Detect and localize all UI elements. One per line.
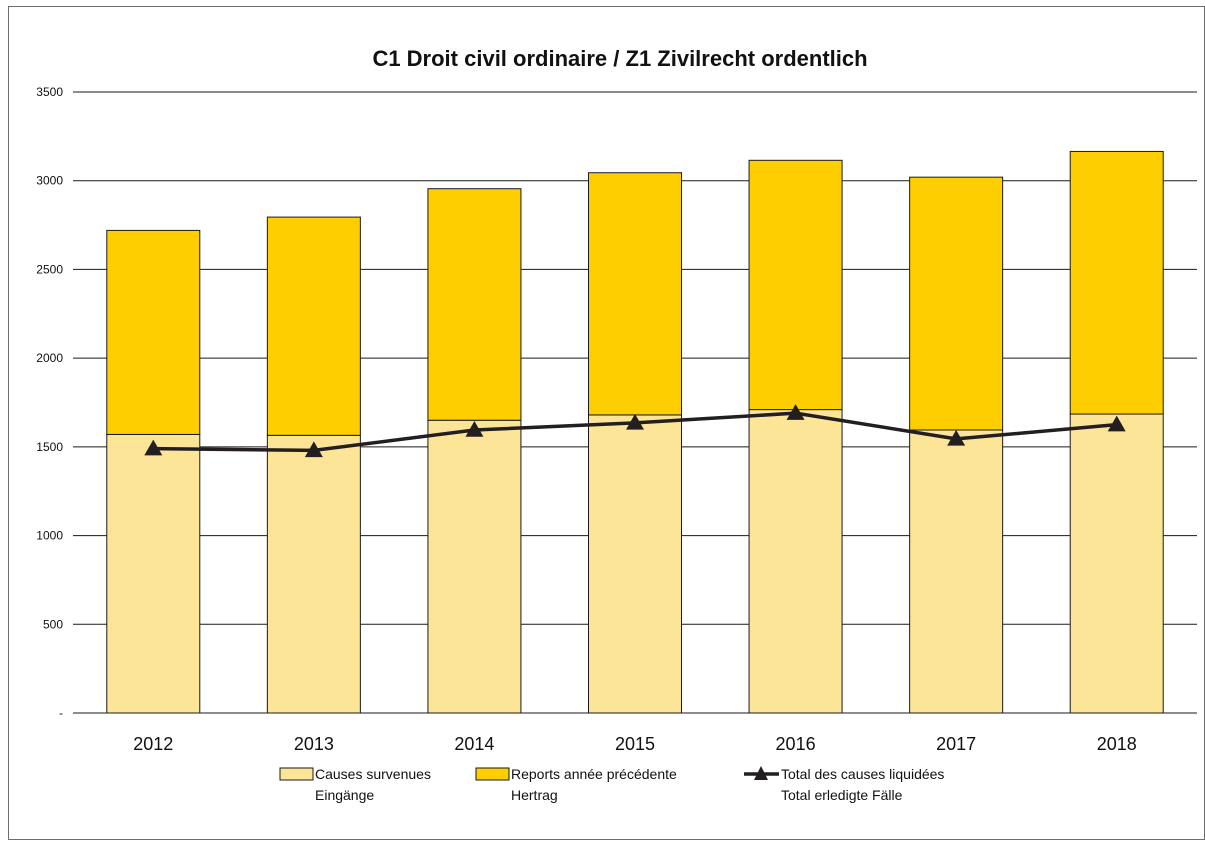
bar-reports <box>588 172 682 416</box>
legend-label-line2: Eingänge <box>315 787 374 803</box>
legend-label: Total des causes liquidées <box>781 766 944 782</box>
y-tick-label: - <box>59 706 63 720</box>
chart-canvas: C1 Droit civil ordinaire / Z1 Zivilrecht… <box>9 7 1204 839</box>
x-tick-label: 2017 <box>936 734 976 754</box>
line-point-marker <box>786 404 805 420</box>
legend-label-line2: Total erledigte Fälle <box>781 787 903 803</box>
bar-causes-survenues <box>427 419 522 714</box>
y-tick-label: 3500 <box>36 85 63 99</box>
y-tick-label: 500 <box>43 617 63 631</box>
bar-reports <box>748 159 843 411</box>
y-axis-ticks: - 500 1000 1500 2000 2500 3000 3500 <box>36 85 63 720</box>
line-point-marker <box>144 439 163 456</box>
line-point-marker <box>1107 415 1126 432</box>
x-tick-label: 2012 <box>133 734 173 754</box>
bar-causes-survenues <box>748 409 843 714</box>
bars <box>106 150 1164 714</box>
y-tick-label: 1000 <box>36 529 63 543</box>
bar-causes-survenues <box>266 434 361 714</box>
x-tick-label: 2016 <box>776 734 816 754</box>
y-tick-label: 2000 <box>36 351 63 365</box>
legend-swatch-reports <box>475 767 510 781</box>
legend: Causes survenues Eingänge Reports année pr… <box>279 766 944 803</box>
bar-reports <box>266 216 361 436</box>
x-tick-label: 2018 <box>1097 734 1137 754</box>
chart-frame: C1 Droit civil ordinaire / Z1 Zivilrecht… <box>8 6 1205 840</box>
y-tick-label: 3000 <box>36 174 63 188</box>
line-point-marker <box>304 441 323 458</box>
y-tick-label: 1500 <box>36 440 63 454</box>
legend-label-line2: Hertrag <box>511 787 558 803</box>
x-tick-label: 2014 <box>454 734 494 754</box>
bar-causes-survenues <box>909 429 1004 714</box>
legend-label: Reports année précédente <box>511 766 677 782</box>
legend-label: Causes survenues <box>315 766 431 782</box>
legend-swatch-total-marker <box>754 766 768 780</box>
line-series <box>144 404 1126 458</box>
bar-causes-survenues <box>588 414 682 714</box>
bar-causes-survenues <box>1069 413 1164 714</box>
x-tick-label: 2013 <box>294 734 334 754</box>
bar-causes-survenues <box>106 433 201 714</box>
bar-reports <box>909 176 1004 431</box>
y-tick-label: 2500 <box>36 262 63 276</box>
chart-title: C1 Droit civil ordinaire / Z1 Zivilrecht… <box>372 46 867 71</box>
bar-reports <box>427 188 522 421</box>
line-point-marker <box>626 413 644 430</box>
line-point-marker <box>465 421 484 437</box>
bar-reports <box>106 229 201 435</box>
bar-reports <box>1069 150 1164 415</box>
x-tick-label: 2015 <box>615 734 655 754</box>
legend-swatch-causes-survenues <box>279 767 314 781</box>
x-axis-ticks: 2012 2013 2014 2015 2016 2017 2018 <box>133 734 1136 754</box>
line-point-marker <box>947 429 966 446</box>
